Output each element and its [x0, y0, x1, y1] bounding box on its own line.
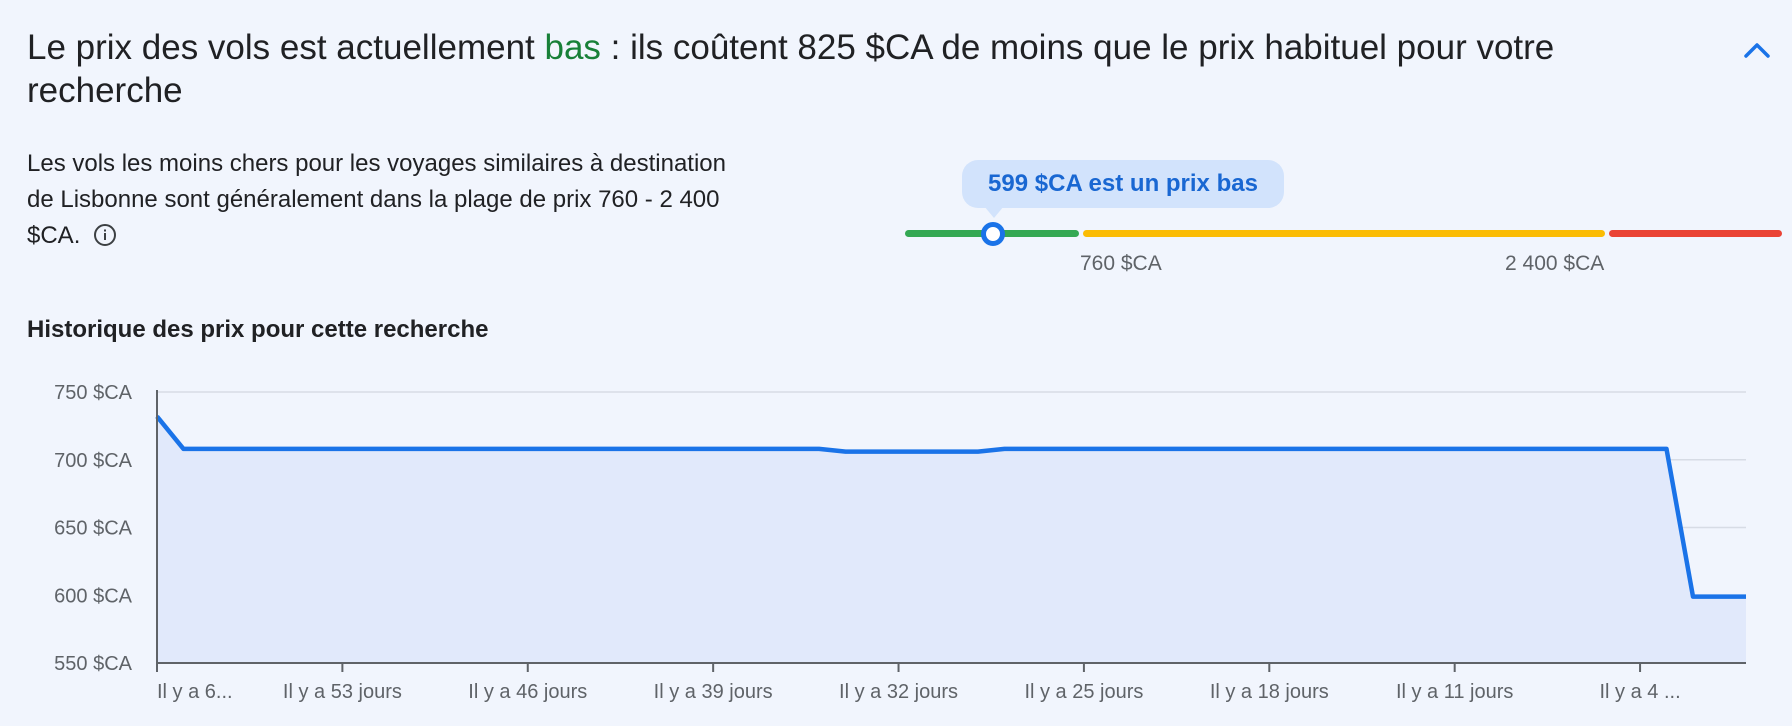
- range-high-label: 2 400 $CA: [1505, 252, 1605, 275]
- headline-prefix: Le prix des vols est actuellement: [27, 28, 545, 67]
- collapse-button[interactable]: [1737, 30, 1777, 70]
- price-insight-headline: Le prix des vols est actuellement bas : …: [27, 26, 1627, 112]
- price-area: [157, 416, 1746, 663]
- x-tick-label: Il y a 32 jours: [839, 681, 958, 703]
- x-tick-label: Il y a 11 jours: [1396, 681, 1513, 703]
- x-tick-label: Il y a 53 jours: [283, 681, 402, 703]
- y-tick-label: 700 $CA: [54, 450, 132, 472]
- price-tooltip: 599 $CA est un prix bas: [962, 160, 1284, 208]
- y-tick-label: 550 $CA: [54, 653, 132, 675]
- x-tick-label: Il y a 46 jours: [468, 681, 587, 703]
- x-tick-label: Il y a 18 jours: [1210, 681, 1329, 703]
- y-tick-label: 600 $CA: [54, 585, 132, 607]
- y-tick-label: 650 $CA: [54, 518, 132, 540]
- tooltip-pointer: [984, 206, 1004, 218]
- y-tick-label: 750 $CA: [54, 382, 132, 404]
- typical-price-description: Les vols les moins chers pour les voyage…: [27, 146, 747, 254]
- headline-suffix: : ils coûtent 825 $CA de moins que le pr…: [27, 28, 1555, 110]
- current-price-marker[interactable]: [981, 222, 1005, 246]
- high-price-segment: [1609, 230, 1782, 237]
- range-low-label: 760 $CA: [1080, 252, 1162, 275]
- typical-price-text: Les vols les moins chers pour les voyage…: [27, 150, 726, 249]
- price-history-chart: 750 $CA 700 $CA 650 $CA 600 $CA 550 $CA Il y …: [54, 382, 1746, 703]
- x-tick-label: Il y a 6...: [157, 681, 233, 703]
- price-line: [155, 414, 1746, 599]
- chevron-up-icon: [1744, 43, 1770, 58]
- x-tick-label: Il y a 39 jours: [654, 681, 773, 703]
- price-history-title: Historique des prix pour cette recherche: [27, 316, 489, 343]
- typical-price-segment: [1083, 230, 1605, 237]
- info-icon[interactable]: [93, 223, 117, 247]
- x-tick-label: Il y a 25 jours: [1024, 681, 1143, 703]
- x-tick-label: Il y a 4 ...: [1599, 681, 1680, 703]
- price-status-label: bas: [544, 28, 601, 67]
